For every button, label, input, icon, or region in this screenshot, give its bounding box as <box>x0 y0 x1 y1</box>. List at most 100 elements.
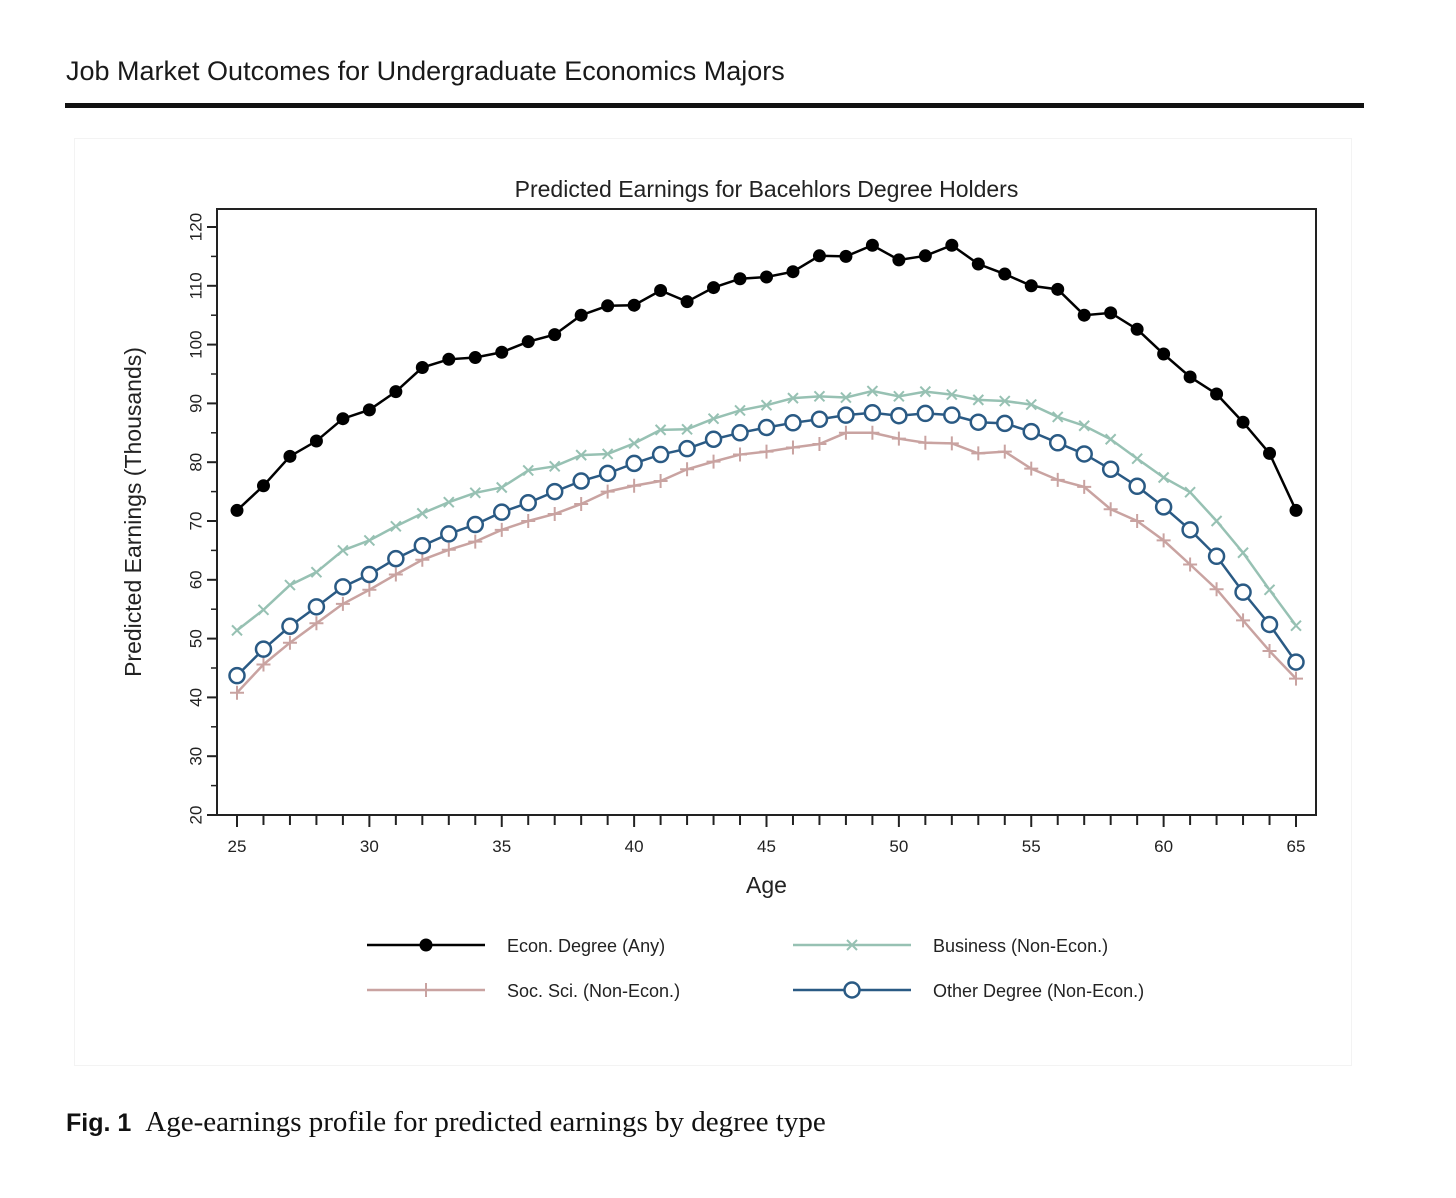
y-tick-label: 60 <box>186 570 205 589</box>
data-point <box>601 448 614 460</box>
data-point <box>1183 370 1197 384</box>
data-point <box>865 425 880 440</box>
data-point <box>731 424 749 442</box>
data-point <box>601 299 615 313</box>
data-point <box>760 270 773 284</box>
data-point <box>1128 477 1146 496</box>
data-point <box>360 565 379 584</box>
figure-panel: Predicted Earnings for Bacehlors Degree … <box>74 138 1352 1066</box>
figure-caption: Fig. 1 Age-earnings profile for predicted… <box>66 1106 826 1139</box>
data-point <box>891 431 906 446</box>
data-point <box>309 616 324 631</box>
data-point <box>946 388 958 401</box>
data-point <box>997 444 1012 459</box>
data-point <box>759 444 774 459</box>
data-point <box>545 482 564 501</box>
y-tick-label: 80 <box>186 453 205 472</box>
x-tick-label: 25 <box>228 837 247 856</box>
data-point <box>231 624 243 637</box>
data-point <box>890 406 908 425</box>
data-point <box>1130 322 1144 336</box>
data-point <box>600 484 615 499</box>
data-point <box>1130 514 1145 528</box>
series-line-0 <box>236 243 1298 512</box>
data-point <box>813 390 826 403</box>
data-point <box>918 435 933 450</box>
y-axis-label: Predicted Earnings (Thousands) <box>120 347 146 677</box>
x-tick-label: 35 <box>492 837 511 856</box>
data-point <box>1131 452 1143 465</box>
data-point <box>681 423 693 435</box>
data-point <box>230 503 244 517</box>
data-point <box>1236 415 1250 429</box>
data-point <box>1025 398 1037 411</box>
data-point <box>254 640 273 658</box>
data-point <box>784 414 802 432</box>
data-point <box>680 462 695 477</box>
data-point <box>521 335 535 349</box>
data-point <box>1287 653 1305 671</box>
data-point <box>522 464 534 477</box>
data-point <box>1103 502 1118 517</box>
header-rule <box>65 103 1364 108</box>
data-point <box>598 464 617 483</box>
data-point <box>918 249 932 263</box>
data-point <box>442 352 456 366</box>
data-point <box>390 520 402 532</box>
data-point <box>1210 515 1223 527</box>
data-point <box>1156 533 1171 548</box>
data-point <box>1236 613 1251 628</box>
y-tick-label: 90 <box>186 394 205 413</box>
data-point <box>547 506 562 521</box>
data-point <box>228 666 246 685</box>
data-point <box>893 390 905 403</box>
plot-frame <box>216 208 1317 816</box>
y-tick-label: 120 <box>186 213 205 241</box>
data-point <box>760 399 773 411</box>
data-point <box>1181 521 1199 539</box>
data-point <box>335 596 350 611</box>
data-point <box>678 439 696 458</box>
legend-label-3: Other Degree (Non-Econ.) <box>933 981 1144 1001</box>
data-point <box>256 657 271 672</box>
data-point <box>653 474 668 489</box>
data-point <box>704 430 723 449</box>
data-point <box>466 515 485 534</box>
y-tick-label: 70 <box>186 512 205 531</box>
data-point <box>440 525 458 543</box>
y-tick-label: 30 <box>186 747 205 766</box>
data-point <box>733 272 747 286</box>
data-point <box>651 445 670 464</box>
data-point <box>757 418 776 437</box>
data-point <box>945 238 959 252</box>
data-point <box>866 385 879 397</box>
data-point <box>1104 433 1117 445</box>
data-point <box>1260 615 1279 634</box>
data-point <box>468 534 483 549</box>
data-point <box>892 253 906 267</box>
data-point <box>1184 486 1196 498</box>
data-point <box>628 437 640 450</box>
data-point <box>1078 420 1090 432</box>
data-point <box>999 395 1011 407</box>
data-point <box>1075 445 1093 463</box>
legend-marker-2 <box>419 983 433 997</box>
data-point <box>1289 671 1303 686</box>
data-point <box>574 496 589 511</box>
data-point <box>1051 282 1065 296</box>
data-point <box>519 494 537 512</box>
data-point <box>787 392 799 404</box>
data-point <box>493 503 511 521</box>
x-tick-label: 55 <box>1022 837 1041 856</box>
data-point <box>1209 582 1224 597</box>
data-point <box>837 406 855 424</box>
data-point <box>283 449 297 463</box>
data-point <box>1157 347 1171 361</box>
data-point <box>575 449 587 461</box>
data-point <box>919 385 932 398</box>
data-point <box>1024 279 1038 293</box>
data-point <box>972 394 985 406</box>
data-point <box>363 534 376 547</box>
data-point <box>1048 434 1067 452</box>
data-point <box>415 552 430 567</box>
